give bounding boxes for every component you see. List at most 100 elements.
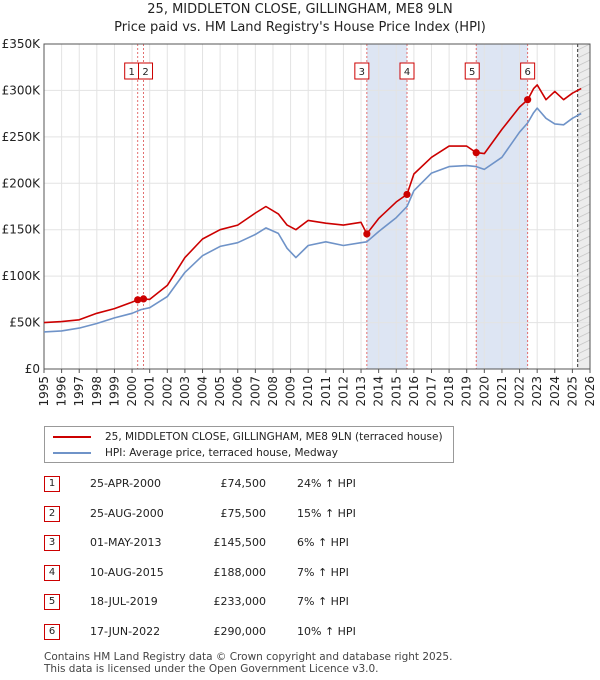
projection-hatch-line xyxy=(577,299,591,307)
x-tick-label: 1996 xyxy=(55,376,69,407)
chart-subtitle: Price paid vs. HM Land Registry's House … xyxy=(114,20,486,35)
y-tick-label: £300K xyxy=(2,83,42,97)
x-tick-label: 2026 xyxy=(583,376,597,407)
transaction-label-box-5: 5 xyxy=(464,62,480,80)
transaction-label-box-2: 2 xyxy=(138,62,154,80)
legend-item-property: 25, MIDDLETON CLOSE, GILLINGHAM, ME8 9LN… xyxy=(53,429,443,445)
x-tick-label: 2012 xyxy=(336,376,350,407)
footer: Contains HM Land Registry data © Crown c… xyxy=(44,651,452,675)
x-tick-label: 2021 xyxy=(495,376,509,407)
legend-swatch-hpi xyxy=(53,452,91,454)
x-tick-label: 2013 xyxy=(354,376,368,407)
x-tick-label: 2022 xyxy=(513,376,527,407)
projection-hatch-line xyxy=(577,195,591,203)
legend-label-property: 25, MIDDLETON CLOSE, GILLINGHAM, ME8 9LN… xyxy=(105,431,443,443)
projection-hatch-line xyxy=(577,59,591,67)
transaction-label-number: 2 xyxy=(142,67,148,78)
transaction-hpi-change: 6% ↑ HPI xyxy=(297,536,349,549)
transaction-date: 25-APR-2000 xyxy=(90,477,162,490)
projection-hatch-line xyxy=(577,43,591,51)
x-tick-label: 2011 xyxy=(319,376,333,407)
x-tick-label: 2008 xyxy=(266,376,280,407)
projection-hatch-line xyxy=(577,139,591,147)
x-tick-label: 2017 xyxy=(424,376,438,407)
transaction-date: 01-MAY-2013 xyxy=(90,536,162,549)
transaction-date: 25-AUG-2000 xyxy=(90,506,164,520)
transaction-label-number: 1 xyxy=(129,67,135,78)
projection-hatch-line xyxy=(577,267,591,275)
transaction-number: 5 xyxy=(44,594,60,610)
transaction-row: 1 25-APR-2000 £74,500 24% ↑ HPI xyxy=(0,472,600,500)
transaction-price: £74,500 xyxy=(220,477,267,490)
transaction-number: 1 xyxy=(44,476,60,492)
transaction-number: 2 xyxy=(44,505,60,522)
hpi-line xyxy=(43,107,582,333)
x-tick-label: 2009 xyxy=(284,376,298,407)
legend-swatch-property xyxy=(53,436,91,438)
projection-hatch-line xyxy=(577,155,591,163)
projection-hatch-line xyxy=(577,187,591,195)
transaction-marker-6 xyxy=(524,96,532,104)
transaction-date: 17-JUN-2022 xyxy=(90,624,161,638)
projection-hatch-line xyxy=(577,51,591,59)
transaction-hpi-change: 7% ↑ HPI xyxy=(297,565,349,579)
y-tick-label: £350K xyxy=(2,37,42,51)
projection-hatch-line xyxy=(577,291,591,299)
y-tick-label: £200K xyxy=(2,176,42,190)
transaction-price: £290,000 xyxy=(213,624,267,638)
x-tick-label: 2006 xyxy=(231,376,245,407)
y-tick-label: £100K xyxy=(2,269,42,283)
x-tick-label: 2003 xyxy=(178,376,192,407)
transaction-row: 3 01-MAY-2013 £145,500 6% ↑ HPI xyxy=(0,531,600,559)
transaction-label-box-6: 6 xyxy=(520,62,536,80)
transaction-hpi-change: 24% ↑ HPI xyxy=(297,477,356,490)
projection-hatch-line xyxy=(577,259,591,267)
x-tick-label: 2023 xyxy=(530,376,544,407)
transaction-date: 18-JUL-2019 xyxy=(90,595,158,608)
x-tick-label: 1997 xyxy=(72,376,86,407)
x-tick-label: 2002 xyxy=(160,376,174,407)
transaction-number: 3 xyxy=(44,535,60,551)
x-tick-label: 2007 xyxy=(248,376,262,407)
transaction-label-number: 6 xyxy=(524,67,530,78)
projection-hatch-line xyxy=(577,251,591,259)
transaction-hpi-change: 10% ↑ HPI xyxy=(297,624,356,638)
projection-hatch-line xyxy=(577,115,591,123)
x-tick-label: 2001 xyxy=(143,376,157,407)
projection-hatch-line xyxy=(577,211,591,219)
y-tick-label: £150K xyxy=(2,223,42,237)
transaction-hpi-change: 15% ↑ HPI xyxy=(297,506,356,520)
transaction-marker-2 xyxy=(139,295,148,303)
legend: 25, MIDDLETON CLOSE, GILLINGHAM, ME8 9LN… xyxy=(44,426,454,463)
x-tick-label: 1995 xyxy=(37,376,51,407)
projection-hatch-line xyxy=(577,227,591,235)
transaction-label-frame xyxy=(520,62,536,80)
transaction-label-frame xyxy=(399,62,415,80)
y-tick-label: £0 xyxy=(25,362,40,376)
projection-hatch-line xyxy=(577,307,591,315)
legend-label-hpi: HPI: Average price, terraced house, Medw… xyxy=(105,447,338,459)
projection-hatch-line xyxy=(577,123,591,131)
transaction-price: £188,000 xyxy=(213,565,267,579)
projection-hatch-line xyxy=(577,75,591,83)
transaction-row: 6 17-JUN-2022 £290,000 10% ↑ HPI xyxy=(0,620,600,648)
x-tick-label: 2019 xyxy=(460,376,474,407)
projection-hatch-line xyxy=(577,275,591,283)
x-tick-label: 2004 xyxy=(196,376,210,407)
projection-hatch-line xyxy=(577,355,591,363)
transaction-price: £75,500 xyxy=(220,506,267,520)
transaction-marker-5 xyxy=(472,149,480,157)
x-tick-label: 2020 xyxy=(477,376,491,407)
y-tick-label: £50K xyxy=(9,316,41,330)
projection-hatch-line xyxy=(577,347,591,355)
x-tick-label: 2000 xyxy=(125,376,139,407)
transaction-label-number: 3 xyxy=(359,67,365,78)
projection-hatch-line xyxy=(577,91,591,99)
projection-hatch-line xyxy=(577,243,591,251)
transaction-marker-3 xyxy=(363,230,371,238)
transaction-price: £233,000 xyxy=(213,595,267,608)
projection-hatch-line xyxy=(577,203,591,211)
projection-hatch-line xyxy=(577,235,591,243)
projection-hatch-line xyxy=(577,323,591,331)
x-tick-label: 2018 xyxy=(442,376,456,407)
